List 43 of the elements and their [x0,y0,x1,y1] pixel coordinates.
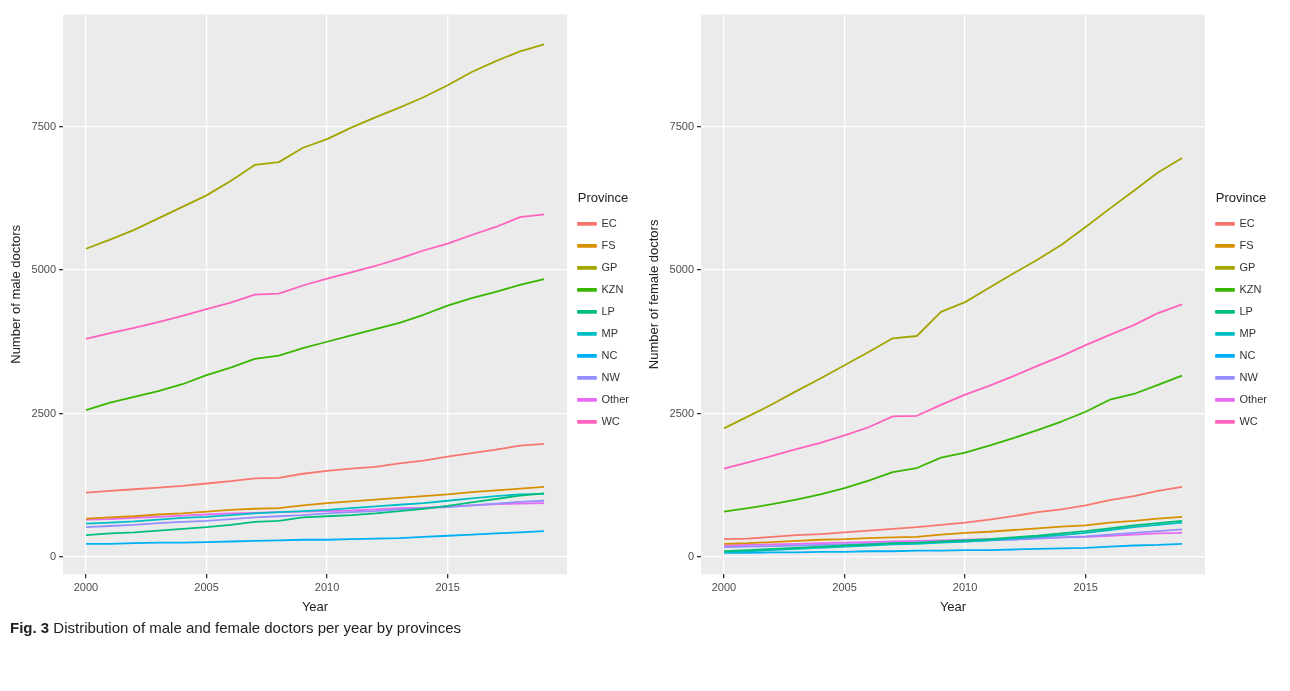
x-axis-title: Year [939,598,967,614]
legend-label: Other [1239,392,1268,405]
y-tick-label: 2500 [31,406,57,419]
legend-label: LP [601,304,615,317]
y-axis-title: Number of male doctors [8,224,24,364]
legend-label: MP [601,326,618,339]
x-tick-label: 2010 [314,580,340,593]
legend-title: Province [1215,189,1267,205]
legend-label: NC [601,348,618,361]
y-tick-label: 7500 [31,119,57,132]
x-tick-label: 2010 [952,580,978,593]
y-tick-label: 0 [49,550,57,563]
y-tick-label: 0 [687,550,695,563]
legend-label: NW [601,370,621,383]
legend-label: KZN [1239,282,1262,295]
legend-label: GP [601,260,618,273]
x-tick-label: 2005 [832,580,857,593]
caption: Fig. 3 Distribution of male and female doctors per year by provinces [10,619,463,636]
y-axis-title: Number of female doctors [646,219,662,370]
legend-label: LP [1239,304,1253,317]
y-tick-label: 2500 [669,406,695,419]
legend-label: WC [601,414,620,427]
legend-label: NC [1239,348,1256,361]
legend-label: WC [1239,414,1258,427]
legend-label: EC [601,216,617,229]
y-tick-label: 7500 [669,119,695,132]
legend-label: KZN [601,282,624,295]
x-tick-label: 2000 [711,580,737,593]
x-tick-label: 2015 [1073,580,1098,593]
legend-label: GP [1239,260,1256,273]
y-tick-label: 5000 [669,263,695,276]
legend-label: FS [601,238,616,251]
legend-label: Other [601,392,630,405]
legend-title: Province [577,189,629,205]
legend-label: NW [1239,370,1259,383]
x-tick-label: 2000 [73,580,99,593]
legend-label: MP [1239,326,1256,339]
legend-label: FS [1239,238,1254,251]
x-tick-label: 2015 [435,580,460,593]
x-axis-title: Year [301,598,329,614]
legend-label: EC [1239,216,1255,229]
y-tick-label: 5000 [31,263,57,276]
x-tick-label: 2005 [194,580,219,593]
